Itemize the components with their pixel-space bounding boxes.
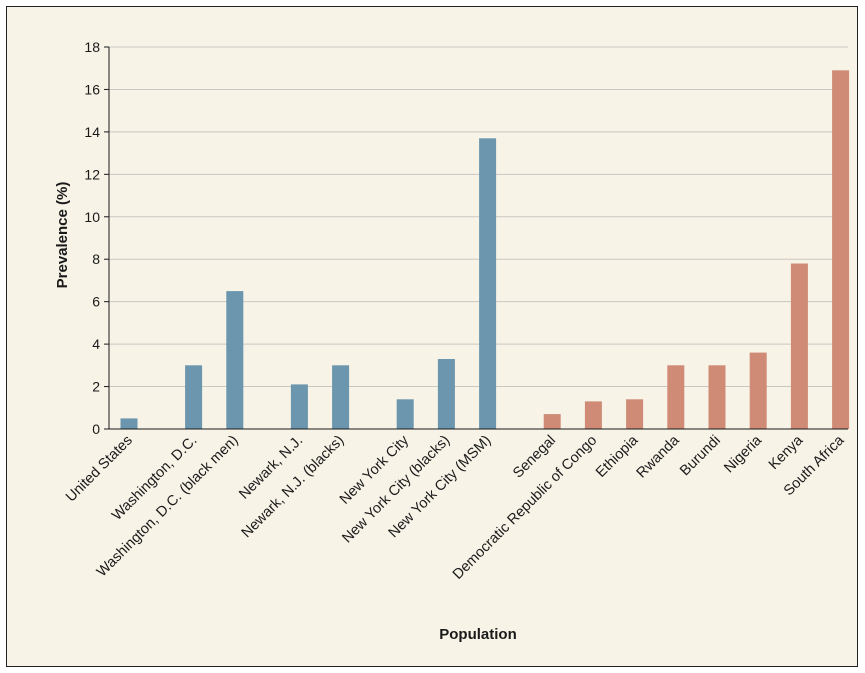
bar bbox=[832, 70, 850, 430]
bars bbox=[120, 70, 850, 430]
y-tick-label: 14 bbox=[84, 124, 100, 140]
axes bbox=[104, 46, 848, 430]
bar bbox=[437, 359, 455, 429]
bar-chart: 0 2 4 6 8 10 12 14 16 18 United StatesWashington,… bbox=[54, 39, 850, 643]
x-tick-label: Ethiopia bbox=[593, 432, 642, 481]
y-tick-label: 8 bbox=[92, 251, 100, 267]
bar bbox=[479, 138, 497, 430]
y-tick-label: 10 bbox=[84, 209, 100, 225]
bar bbox=[708, 365, 726, 429]
bar bbox=[667, 365, 685, 429]
bar bbox=[290, 384, 308, 429]
bar bbox=[120, 418, 138, 429]
y-tick-label: 0 bbox=[92, 421, 100, 437]
y-tick-label: 16 bbox=[84, 81, 100, 97]
x-tick-label: Nigeria bbox=[721, 432, 765, 476]
bar bbox=[584, 401, 602, 429]
y-tick-label: 12 bbox=[84, 166, 100, 182]
x-axis-title: Population bbox=[439, 626, 517, 643]
bar bbox=[790, 263, 808, 429]
y-tick-labels: 0 2 4 6 8 10 12 14 16 18 bbox=[84, 39, 100, 437]
y-tick-label: 4 bbox=[92, 336, 100, 352]
y-tick-label: 18 bbox=[84, 39, 100, 55]
bar bbox=[396, 399, 414, 429]
x-tick-label: United States bbox=[63, 433, 136, 506]
y-tick-label: 2 bbox=[92, 379, 100, 395]
bar bbox=[543, 414, 561, 429]
x-tick-label: Burundi bbox=[677, 433, 724, 480]
x-tick-label: Rwanda bbox=[634, 432, 684, 482]
bar bbox=[749, 352, 767, 429]
bar bbox=[626, 399, 644, 429]
y-tick-label: 6 bbox=[92, 294, 100, 310]
gridlines bbox=[109, 46, 848, 388]
y-axis-title: Prevalence (%) bbox=[54, 182, 71, 289]
bar bbox=[185, 365, 203, 429]
x-tick-label: New York City bbox=[337, 432, 413, 508]
chart-frame: 0 2 4 6 8 10 12 14 16 18 United States Washington,… bbox=[6, 6, 858, 667]
bar bbox=[226, 291, 244, 429]
bar bbox=[332, 365, 350, 429]
